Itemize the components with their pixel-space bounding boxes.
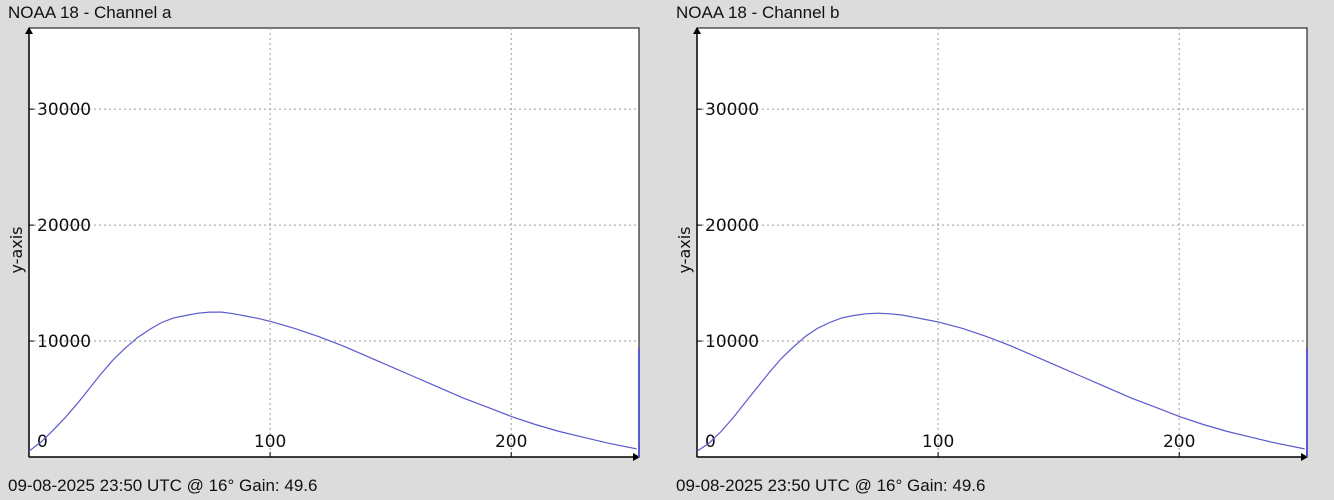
series-line (696, 312, 1305, 452)
y-axis-label: y-axis (7, 226, 26, 273)
x-tick-label: 100 (922, 432, 954, 452)
x-tick-label: 200 (1163, 432, 1195, 452)
x-tick-label: 0 (37, 432, 48, 452)
plot-area (696, 27, 1308, 458)
y-tick-label: 30000 (705, 100, 759, 120)
y-tick-label: 20000 (705, 216, 759, 236)
chart-title: NOAA 18 - Channel a (8, 3, 172, 22)
chart-footer-status: 09-08-2025 23:50 UTC @ 16° Gain: 49.6 (8, 476, 318, 495)
chart-title: NOAA 18 - Channel b (676, 3, 840, 22)
y-axis-arrow (693, 27, 701, 34)
x-axis-arrow (633, 453, 640, 461)
y-tick-label: 10000 (705, 332, 759, 352)
plot-area (28, 27, 640, 458)
chart-panel-channel-a: NOAA 18 - Channel a 10000 20000 30000 0 100 2… (0, 0, 660, 500)
chart-footer-status: 09-08-2025 23:50 UTC @ 16° Gain: 49.6 (676, 476, 986, 495)
y-tick-label: 30000 (37, 100, 91, 120)
series-line (28, 311, 637, 452)
y-axis-arrow (25, 27, 33, 34)
y-tick-label: 10000 (37, 332, 91, 352)
y-tick-label: 20000 (37, 216, 91, 236)
y-axis-label: y-axis (675, 226, 694, 273)
x-tick-label: 100 (254, 432, 286, 452)
chart-panel-channel-b: NOAA 18 - Channel b 10000 20000 30000 0 100 2… (668, 0, 1328, 500)
chart-a: 10000 20000 30000 0 100 200 y-axis (7, 27, 640, 461)
x-tick-label: 200 (495, 432, 527, 452)
x-axis-arrow (1301, 453, 1308, 461)
